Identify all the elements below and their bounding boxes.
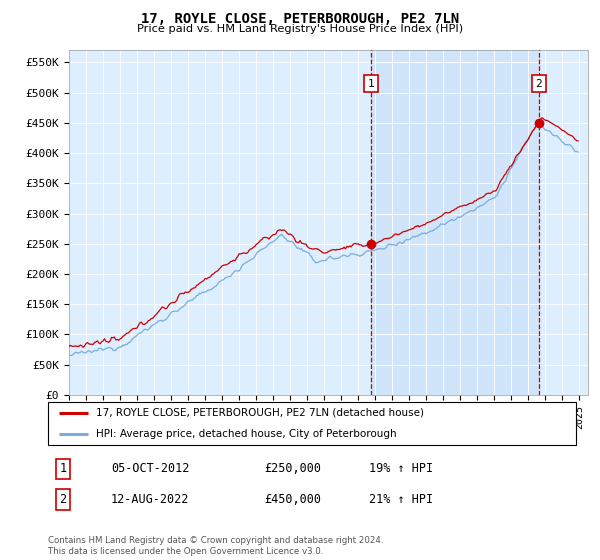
Text: Contains HM Land Registry data © Crown copyright and database right 2024.
This d: Contains HM Land Registry data © Crown c… (48, 536, 383, 556)
Text: 17, ROYLE CLOSE, PETERBOROUGH, PE2 7LN (detached house): 17, ROYLE CLOSE, PETERBOROUGH, PE2 7LN (… (95, 408, 424, 418)
Text: 21% ↑ HPI: 21% ↑ HPI (369, 493, 433, 506)
Text: 05-OCT-2012: 05-OCT-2012 (111, 462, 190, 475)
Text: Price paid vs. HM Land Registry's House Price Index (HPI): Price paid vs. HM Land Registry's House … (137, 24, 463, 34)
Text: £250,000: £250,000 (264, 462, 321, 475)
Text: 1: 1 (59, 462, 67, 475)
Text: HPI: Average price, detached house, City of Peterborough: HPI: Average price, detached house, City… (95, 429, 396, 439)
Text: 17, ROYLE CLOSE, PETERBOROUGH, PE2 7LN: 17, ROYLE CLOSE, PETERBOROUGH, PE2 7LN (141, 12, 459, 26)
Text: 2: 2 (59, 493, 67, 506)
Text: £450,000: £450,000 (264, 493, 321, 506)
Text: 2: 2 (535, 78, 542, 88)
Text: 19% ↑ HPI: 19% ↑ HPI (369, 462, 433, 475)
Text: 12-AUG-2022: 12-AUG-2022 (111, 493, 190, 506)
Text: 1: 1 (368, 78, 374, 88)
Bar (371, 50, 539, 395)
